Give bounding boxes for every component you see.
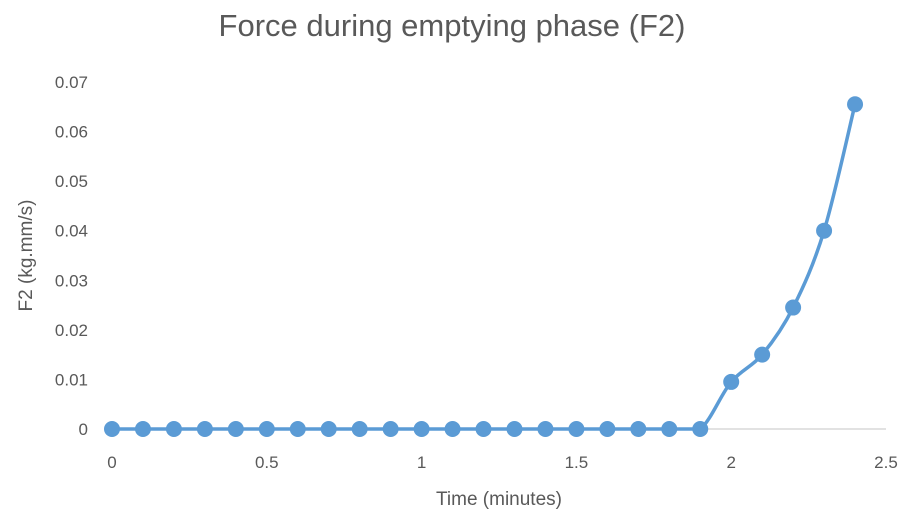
x-tick-label: 1 — [417, 453, 426, 472]
data-point — [444, 421, 461, 437]
y-tick-label: 0 — [79, 420, 88, 439]
data-point — [847, 96, 864, 113]
x-tick-label: 0.5 — [255, 453, 279, 472]
y-tick-label: 0.07 — [55, 73, 88, 92]
data-point — [754, 346, 771, 363]
y-tick-label: 0.04 — [55, 222, 88, 241]
data-point — [413, 421, 430, 437]
x-tick-label: 1.5 — [565, 453, 589, 472]
data-point — [320, 421, 337, 437]
data-point — [599, 421, 616, 437]
x-tick-label: 2 — [726, 453, 735, 472]
series-line — [111, 103, 857, 431]
data-point — [351, 421, 368, 437]
y-axis: 0 0.01 0.02 0.03 0.04 0.05 0.06 0.07 — [55, 73, 88, 439]
data-point — [134, 421, 151, 437]
y-tick-label: 0.06 — [55, 123, 88, 142]
data-point — [692, 421, 709, 437]
data-point — [382, 421, 399, 437]
data-point — [568, 421, 585, 437]
data-point — [289, 421, 306, 437]
series-layer — [104, 96, 864, 437]
data-point — [661, 421, 678, 437]
data-point — [165, 421, 182, 437]
y-tick-label: 0.05 — [55, 172, 88, 191]
x-axis-title: Time (minutes) — [436, 489, 562, 510]
y-axis-title: F2 (kg.mm/s) — [16, 200, 37, 312]
x-tick-label: 0 — [107, 453, 116, 472]
chart-title: Force during emptying phase (F2) — [219, 8, 686, 43]
data-point — [196, 421, 213, 437]
y-tick-label: 0.03 — [55, 271, 88, 290]
data-point — [630, 421, 647, 437]
y-tick-label: 0.02 — [55, 321, 88, 340]
x-tick-label: 2.5 — [874, 453, 898, 472]
data-point — [104, 421, 120, 437]
data-point — [723, 373, 740, 390]
x-axis: 0 0.5 1 1.5 2 2.5 — [107, 453, 898, 472]
data-point — [785, 299, 802, 316]
data-point — [258, 421, 275, 437]
data-point — [475, 421, 492, 437]
y-tick-label: 0.01 — [55, 370, 88, 389]
data-point — [506, 421, 523, 437]
data-point — [816, 222, 833, 239]
data-point — [537, 421, 554, 437]
data-point — [227, 421, 244, 437]
